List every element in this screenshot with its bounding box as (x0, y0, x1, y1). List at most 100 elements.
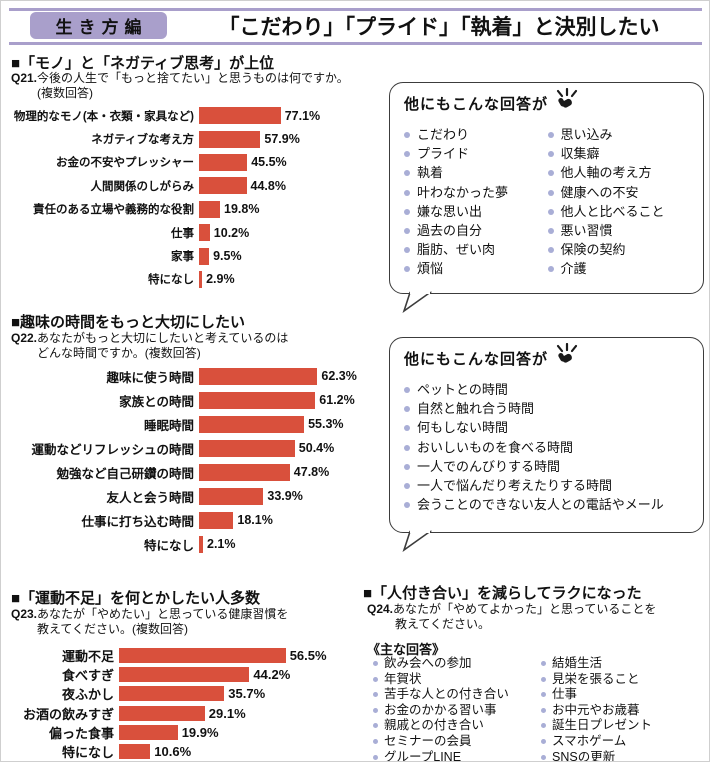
bar-value-label: 77.1% (284, 108, 321, 123)
list-item-text: ペットとの時間 (417, 382, 508, 397)
list-item-text: SNSの更新 (552, 749, 616, 762)
list-item-text: 執着 (417, 165, 444, 181)
bar-category-label: 勉強など自己研鑽の時間 (56, 466, 194, 481)
bar-value-label: 44.2% (253, 667, 291, 683)
list-item-text: 親戚との付き合い (384, 718, 484, 733)
list-item-text: 一人でのんびりする時間 (417, 458, 561, 474)
list-item: SNSの更新 (541, 749, 703, 762)
list-item: お金のかかる習い事 (373, 703, 541, 719)
list-item-text: 何もしない時間 (417, 420, 509, 436)
bubble-tail (402, 291, 432, 313)
section1-question-note: (複数回答) (37, 86, 93, 100)
answer-list: ペットとの時間 自然と触れ合う時間 何もしない時間 おいしいものを食べる時間 一人でのん… (404, 380, 691, 514)
list-item: 苦手な人との付き合い (373, 687, 541, 703)
question-number: Q22. (11, 331, 38, 345)
bar-value-label: 61.2% (319, 393, 355, 407)
chart-row: 人間関係のしがらみ 44.8% (11, 174, 320, 197)
list-item-text: こだわり (417, 127, 470, 142)
bar-category-label: 睡眠時間 (143, 418, 194, 433)
bullet-dot-icon (547, 132, 554, 138)
bullet-dot-icon (373, 723, 378, 729)
list-item: こだわり (404, 125, 548, 144)
bar-category-label: 運動などリフレッシュの時間 (31, 442, 194, 457)
bar (199, 439, 295, 457)
section4-question: Q24.あなたが「やめてよかった」と思っていることを (367, 602, 656, 617)
bar-category-label: 仕事に打ち込む時間 (81, 514, 194, 529)
bar (199, 367, 318, 385)
bar-category-label: お金の不安やプレッシャー (56, 157, 194, 170)
main-answers-label: 《主な回答》 (367, 642, 446, 657)
bar-category-label: 家族との時間 (119, 394, 194, 409)
bullet-dot-icon (373, 692, 378, 698)
bar (119, 705, 205, 721)
list-item-text: 叶わなかった夢 (417, 184, 509, 200)
answer-list-left: こだわり プライド 執着 叶わなかった夢 嫌な思い出 過去の自分 脂肪、ぜい肉 煩悩 (404, 125, 548, 279)
header-rule-top (9, 8, 702, 11)
bar-value-label: 62.3% (321, 369, 357, 383)
bullet-dot-icon (541, 676, 546, 682)
list-item-text: おいしいものを食べる時間 (417, 439, 574, 455)
list-item-text: 他人軸の考え方 (560, 165, 652, 181)
bar-category-label: 偏った食事 (48, 725, 114, 741)
bullet-dot-icon (547, 170, 554, 177)
bar (199, 463, 290, 481)
bar-value-label: 47.8% (293, 465, 330, 479)
bar (119, 744, 151, 760)
question-number: Q24. (367, 602, 394, 616)
bar (199, 270, 203, 288)
chart-q23: 運動不足 56.5% 食べすぎ 44.2% 夜ふかし 35.7% お酒の飲みすぎ 29.1% 偏… (11, 646, 327, 761)
chart-row: 特になし 10.6% (11, 742, 327, 761)
list-item-text: 見栄を張ること (552, 671, 640, 686)
list-item: 結婚生活 (541, 656, 703, 672)
bubble-header: 他にもこんな回答が (404, 342, 691, 372)
chart-q22: 趣味に使う時間 62.3% 家族との時間 61.2% 睡眠時間 55.3% 運動などリフレッ… (11, 364, 357, 556)
bar-value-label: 44.8% (250, 178, 286, 193)
bar (119, 648, 286, 664)
chart-row: 偏った食事 19.9% (11, 723, 327, 742)
list-item-text: 思い込み (560, 127, 613, 142)
attention-hand-icon (552, 87, 578, 117)
section4-question-line2: 教えてください。 (395, 617, 491, 631)
bar (199, 177, 247, 195)
bar (199, 415, 305, 433)
list-item: 親戚との付き合い (373, 718, 541, 734)
bullet-dot-icon (373, 661, 378, 666)
list-item: 叶わなかった夢 (404, 183, 548, 202)
bullet-dot-icon (404, 406, 410, 413)
list-item: 何もしない時間 (404, 418, 691, 437)
list-item: 他人と比べること (547, 202, 692, 221)
bar (199, 224, 210, 242)
bullet-dot-icon (404, 132, 410, 138)
list-item: 飲み会への参加 (373, 656, 541, 672)
list-item: 見栄を張ること (541, 672, 703, 688)
section4-columns: 飲み会への参加 年賀状 苦手な人との付き合い お金のかかる習い事 親戚との付き合い セミナ… (373, 656, 703, 762)
list-item-text: 嫌な思い出 (417, 203, 483, 219)
bar-category-label: 家事 (171, 251, 194, 264)
bar (199, 130, 261, 148)
list-item: 介護 (547, 259, 692, 278)
bar-value-label: 56.5% (289, 648, 327, 664)
bar-category-label: 運動不足 (61, 649, 114, 665)
bar (199, 391, 316, 409)
bar-value-label: 35.7% (228, 686, 266, 702)
bullet-dot-icon (547, 151, 554, 158)
bullet-dot-icon (404, 247, 410, 254)
list-item-text: 年賀状 (384, 671, 422, 686)
bar-value-label: 2.1% (207, 537, 236, 551)
chart-row: 趣味に使う時間 62.3% (11, 364, 357, 388)
bar (199, 200, 220, 218)
bar (199, 511, 234, 529)
chart-row: 友人と会う時間 33.9% (11, 484, 357, 508)
list-item-text: お金のかかる習い事 (384, 702, 497, 717)
bar (199, 535, 203, 553)
bullet-dot-icon (547, 266, 554, 273)
bar-value-label: 33.9% (267, 489, 303, 503)
bullet-dot-icon (547, 228, 554, 235)
list-item: 思い込み (547, 125, 692, 144)
bullet-dot-icon (404, 483, 410, 490)
bullet-dot-icon (404, 151, 410, 158)
list-item: 脂肪、ぜい肉 (404, 240, 548, 259)
quit-list-left: 飲み会への参加 年賀状 苦手な人との付き合い お金のかかる習い事 親戚との付き合い セミナ… (373, 656, 541, 761)
bar (119, 667, 250, 683)
